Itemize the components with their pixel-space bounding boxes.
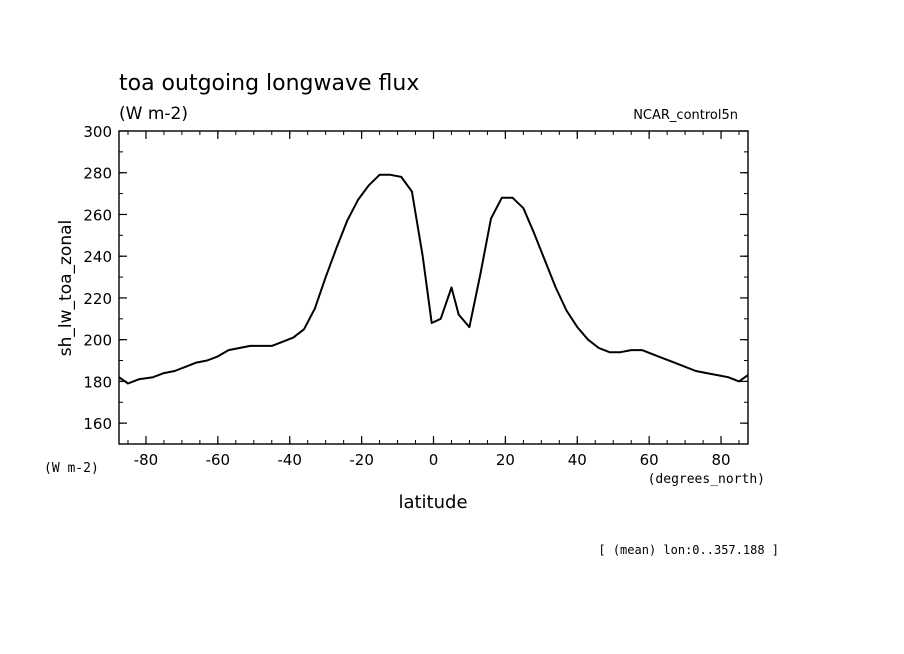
y-tick-label: 260 [83,206,112,224]
y-tick-label: 160 [83,415,112,433]
x-tick-label: -80 [134,451,159,469]
y-tick-label: 280 [83,165,112,183]
y-axis: 160 180 200 220 240 260 280 300 [83,123,748,445]
y-tick-label: 300 [83,123,112,141]
footer-note: [ (mean) lon:0..357.188 ] [598,543,779,557]
y-tick-label: 240 [83,248,112,266]
x-tick-label: -40 [277,451,302,469]
x-tick-label: 60 [640,451,659,469]
x-tick-label: 20 [496,451,515,469]
chart-title: toa outgoing longwave flux [119,71,419,96]
y-tick-label: 220 [83,290,112,308]
x-axis-units: (degrees_north) [648,472,765,487]
dataset-label: NCAR_control5n [633,108,738,123]
plot-frame [118,130,749,445]
x-tick-label: 40 [568,451,587,469]
x-tick-label: -60 [206,451,231,469]
chart-subtitle: (W m-2) [119,104,188,124]
x-tick-label: 80 [711,451,730,469]
x-tick-label: -20 [349,451,374,469]
y-axis-units: (W m-2) [44,461,99,476]
x-axis: -80 -60 -40 -20 0 20 40 60 80 [127,131,740,469]
y-tick-label: 180 [83,373,112,391]
x-tick-label: 0 [429,451,439,469]
y-axis-label: sh_lw_toa_zonal [56,220,76,356]
series-line [118,173,749,385]
x-axis-label: latitude [398,492,467,513]
y-tick-label: 200 [83,332,112,350]
